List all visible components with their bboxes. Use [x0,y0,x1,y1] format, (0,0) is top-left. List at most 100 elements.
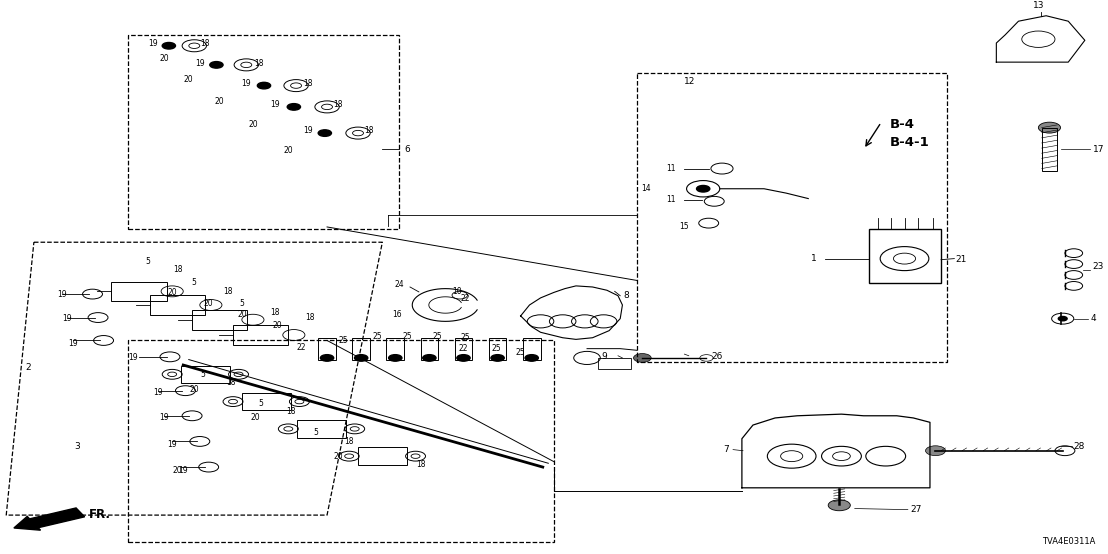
FancyArrow shape [14,508,84,530]
Bar [598,358,632,369]
Bar [387,338,404,360]
Text: 9: 9 [602,352,607,361]
Text: FR.: FR. [90,507,111,521]
Text: 18: 18 [173,265,183,274]
Text: 5: 5 [314,428,318,437]
Text: 20: 20 [237,310,247,319]
Text: 11: 11 [666,195,676,204]
Circle shape [257,83,270,89]
Bar [454,338,472,360]
Circle shape [828,500,850,511]
Text: 22: 22 [459,344,468,353]
Text: 12: 12 [685,77,696,86]
Text: 4: 4 [1090,314,1096,323]
Text: 16: 16 [392,310,401,319]
Text: 18: 18 [226,378,236,387]
Text: 23: 23 [1092,262,1104,271]
Circle shape [389,355,402,361]
Text: 5: 5 [145,257,151,266]
Text: 19: 19 [148,39,158,48]
Bar [523,338,541,360]
Text: 20: 20 [167,288,177,297]
Text: 18: 18 [365,126,373,135]
Bar [421,338,439,360]
Text: 19: 19 [68,338,78,348]
Text: 18: 18 [270,307,280,316]
Text: 18: 18 [286,407,296,416]
Text: 19: 19 [242,79,252,89]
Text: 18: 18 [254,59,264,68]
Text: 25: 25 [339,336,348,345]
Text: 19: 19 [195,59,205,68]
Text: 28: 28 [1074,442,1085,451]
Bar [242,393,290,411]
Bar [869,229,941,283]
Text: 5: 5 [258,399,263,408]
Circle shape [491,355,504,361]
Text: 20: 20 [273,321,283,330]
Text: 18: 18 [345,437,353,446]
Bar [181,366,229,383]
Bar [297,420,346,438]
Text: 22: 22 [461,294,471,303]
Text: 11: 11 [666,164,676,173]
Text: 20: 20 [250,413,260,423]
Text: 25: 25 [461,334,470,342]
Text: 25: 25 [403,332,412,341]
Text: 19: 19 [167,440,177,449]
Text: 20: 20 [334,452,342,461]
Text: 18: 18 [304,79,312,89]
Text: 8: 8 [624,291,629,300]
Circle shape [287,104,300,110]
Text: 20: 20 [184,75,194,84]
Text: 19: 19 [129,353,138,362]
Bar [358,448,407,465]
Circle shape [318,130,331,136]
Text: 20: 20 [215,98,225,106]
Text: 25: 25 [492,344,501,353]
Text: 19: 19 [160,413,170,423]
Text: 21: 21 [955,255,967,264]
Text: 6: 6 [404,145,410,154]
Circle shape [525,355,538,361]
Text: TVA4E0311A: TVA4E0311A [1043,537,1096,546]
Text: 20: 20 [204,299,214,308]
Text: 25: 25 [516,348,525,357]
Text: B-4: B-4 [890,119,915,131]
Circle shape [355,355,368,361]
Bar [318,338,336,360]
Text: 17: 17 [1092,145,1104,154]
Text: 18: 18 [223,287,233,296]
Text: 22: 22 [297,342,306,352]
Circle shape [1058,316,1067,321]
Text: 14: 14 [642,184,652,193]
Text: 13: 13 [1033,1,1044,11]
Text: 19: 19 [153,388,163,397]
Text: 18: 18 [201,39,211,48]
Text: 27: 27 [910,505,922,514]
Circle shape [320,355,334,361]
Bar [1042,127,1057,171]
Text: 19: 19 [270,100,280,109]
Text: 24: 24 [394,280,403,289]
Circle shape [925,446,945,455]
Text: B-4-1: B-4-1 [890,136,930,149]
Text: 19: 19 [304,126,314,135]
Circle shape [423,355,437,361]
Text: 18: 18 [306,313,315,322]
Text: 5: 5 [201,370,206,379]
Text: 19: 19 [178,466,188,475]
Text: 3: 3 [74,443,81,452]
Circle shape [209,61,223,68]
Text: 18: 18 [417,460,425,469]
Text: 18: 18 [334,100,342,109]
Text: 15: 15 [679,223,689,232]
Circle shape [456,355,470,361]
Text: 2: 2 [25,363,31,372]
Text: 20: 20 [160,54,170,63]
Bar [233,325,288,345]
Text: 25: 25 [372,332,381,341]
Text: 26: 26 [711,352,722,361]
Text: 20: 20 [248,120,258,130]
Text: 19: 19 [57,290,66,299]
